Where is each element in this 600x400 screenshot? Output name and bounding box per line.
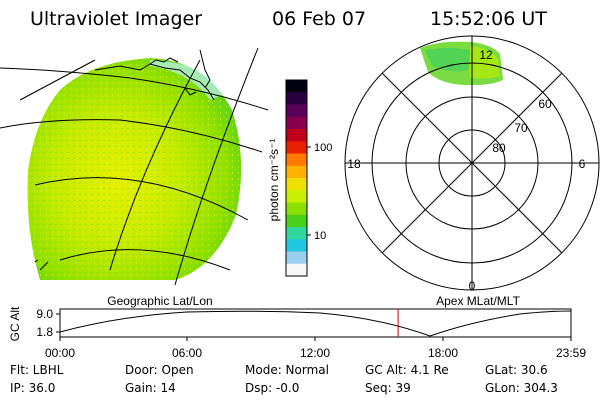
status-glat: GLat: 30.6 [485, 363, 548, 377]
mlat-label-70: 70 [514, 121, 528, 135]
colorbar-step [286, 263, 307, 277]
earth-disk [27, 58, 242, 280]
altitude-xtick-0000: 00:00 [45, 346, 75, 360]
altitude-xtick-1200: 12:00 [300, 346, 330, 360]
status-mode: Mode: Normal [245, 363, 329, 377]
colorbar-unit-label: photon cm⁻²s⁻¹ [267, 139, 281, 222]
status-seq: Seq: 39 [365, 381, 411, 395]
colorbar-step [286, 80, 307, 93]
header-date: 06 Feb 07 [272, 8, 367, 30]
instrument-title: Ultraviolet Imager [30, 8, 203, 30]
geographic-panel: Geographic Lat/Lon [0, 47, 269, 308]
mlt-label-6: 6 [579, 157, 586, 171]
left-panel-caption: Geographic Lat/Lon [107, 294, 212, 308]
mlat-label-60: 60 [538, 97, 552, 111]
coastline [34, 49, 215, 263]
status-glon: GLon: 304.3 [485, 381, 558, 395]
colorbar-step [286, 190, 307, 204]
colorbar-step [286, 239, 307, 253]
colorbar-step [286, 251, 307, 265]
status-gc-alt: GC Alt: 4.1 Re [365, 363, 449, 377]
colorbar: 100 10 photon cm⁻²s⁻¹ [267, 79, 332, 277]
altitude-yticks [56, 313, 60, 333]
status-dsp: Dsp: -0.0 [245, 381, 300, 395]
polar-panel: 12 18 6 0 60 70 80 Apex MLat/MLT [344, 35, 600, 308]
colorbar-step [286, 92, 307, 106]
altitude-xtick-1800: 18:00 [428, 346, 458, 360]
colorbar-tick-10: 10 [314, 230, 326, 242]
altitude-ytick-1-8: 1.8 [36, 325, 53, 339]
mlt-label-0: 0 [469, 279, 476, 293]
altitude-xtick-2359: 23:59 [556, 346, 586, 360]
mlt-label-18: 18 [347, 157, 361, 171]
status-gain: Gain: 14 [125, 381, 176, 395]
right-panel-caption: Apex MLat/MLT [436, 294, 520, 308]
colorbar-step [286, 116, 307, 130]
mlt-label-12: 12 [479, 48, 493, 62]
colorbar-step [286, 214, 307, 228]
lat-lon-grid [0, 47, 269, 286]
mlat-label-80: 80 [492, 141, 506, 155]
colorbar-step [286, 141, 307, 155]
altitude-ylabel: GC Alt [8, 306, 22, 341]
colorbar-step [286, 129, 307, 142]
colorbar-step [286, 227, 307, 240]
colorbar-step [286, 104, 307, 118]
altitude-curve [59, 310, 572, 337]
status-ip: IP: 36.0 [10, 381, 56, 395]
colorbar-step [286, 153, 307, 167]
altitude-ytick-9: 9.0 [36, 307, 53, 321]
colorbar-step [286, 202, 307, 216]
altitude-panel: 9.0 1.8 GC Alt 00:00 06:00 12:00 18:00 2… [8, 306, 586, 360]
status-door: Door: Open [125, 363, 194, 377]
polar-grid [344, 35, 600, 291]
colorbar-step [286, 178, 307, 191]
colorbar-step [286, 165, 307, 179]
altitude-xtick-marks [59, 337, 572, 341]
status-filter: Flt: LBHL [10, 363, 64, 377]
altitude-xtick-0600: 06:00 [172, 346, 202, 360]
header-time: 15:52:06 UT [430, 8, 547, 30]
colorbar-tick-100: 100 [314, 142, 332, 154]
colorbar-scale [286, 80, 307, 277]
